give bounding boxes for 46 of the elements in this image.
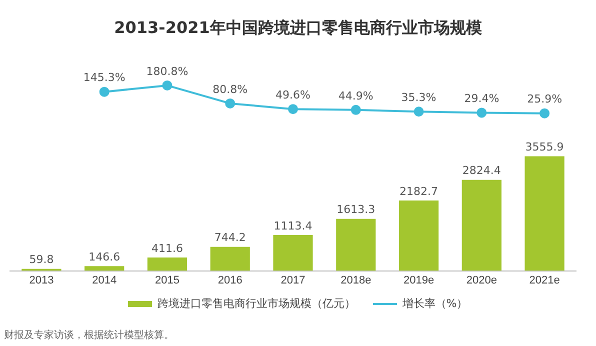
text: 财报及专家访谈，根据统计模型核算。 (4, 328, 174, 342)
x-tick-label: 2019e (403, 274, 434, 286)
bar (398, 200, 439, 271)
point (225, 98, 236, 108)
data-label: 145.3% (83, 71, 126, 84)
bar (336, 218, 376, 271)
point (540, 108, 550, 118)
data-label: 744.2 (214, 231, 246, 244)
x-tick-label: 2017 (280, 274, 306, 286)
point (476, 108, 487, 118)
data-label: 180.8% (146, 64, 188, 78)
point (414, 106, 424, 117)
data-label: 25.9% (527, 92, 562, 106)
data-label: 411.6 (151, 242, 183, 255)
data-label: 35.3% (401, 91, 436, 104)
bar (210, 246, 250, 271)
data-label: 146.6 (88, 250, 120, 264)
x-tick-label: 2018e (340, 274, 372, 286)
data-label: 2182.7 (400, 184, 438, 198)
data-label: 49.6% (276, 88, 310, 102)
x-tick-label: 2015 (154, 274, 180, 286)
bar (84, 266, 124, 271)
bar (273, 234, 313, 271)
x-tick-label: 2021e (529, 274, 560, 286)
bar (462, 180, 502, 271)
bar (147, 258, 188, 271)
data-label: 29.4% (464, 92, 500, 106)
x-tick-label: 2016 (218, 274, 242, 286)
data-label: 1613.3 (336, 203, 376, 216)
data-label: 80.8% (212, 82, 248, 96)
legend-label: 增长率（%） (402, 296, 468, 311)
point (350, 104, 361, 115)
point (99, 86, 110, 97)
data-label: 2824.4 (462, 164, 501, 178)
legend-label: 跨境进口零售电商行业市场规模（亿元） (157, 296, 356, 311)
data-label: 1113.4 (274, 219, 312, 232)
bar (524, 156, 564, 271)
point (162, 80, 172, 90)
point (288, 104, 298, 114)
x-tick-label: 2013 (29, 274, 54, 286)
x-tick-label: 2020e (466, 274, 497, 286)
x-tick-label: 2014 (92, 274, 117, 286)
chart-title: 2013-2021年中国跨境进口零售电商行业市场规模 (113, 18, 483, 39)
data-label: 44.9% (338, 89, 374, 102)
data-label: 59.8 (29, 253, 54, 266)
data-label: 3555.9 (525, 140, 564, 154)
